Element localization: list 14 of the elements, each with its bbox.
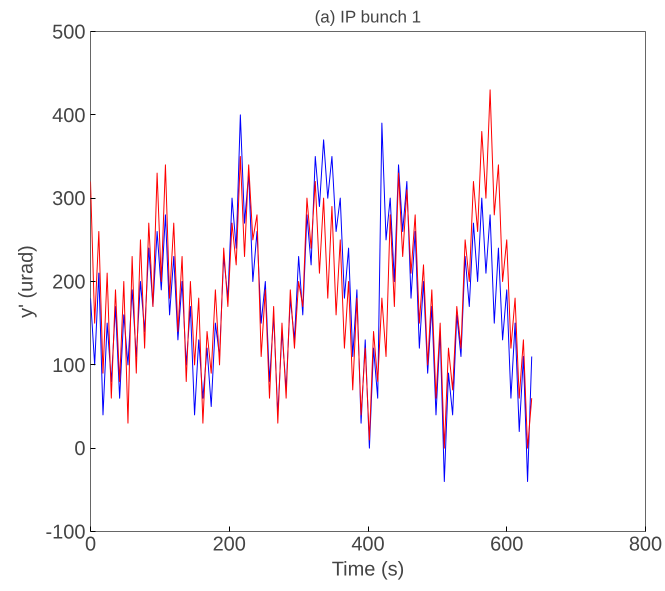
y-tick-label: 300	[52, 188, 86, 210]
x-tick-label: 600	[490, 534, 524, 556]
x-tick-label: 200	[212, 534, 246, 556]
y-axis-title: y' (urad)	[15, 245, 38, 318]
y-tick-label: 400	[52, 104, 86, 127]
y-tick-label: 500	[52, 22, 86, 44]
x-tick-label: 800	[628, 534, 662, 556]
x-axis-title: Time (s)	[332, 558, 404, 580]
y-tick-label: -100	[45, 522, 86, 544]
x-tick-label: 400	[351, 534, 385, 556]
y-tick-label: 100	[52, 354, 86, 377]
y-tick-label: 200	[52, 272, 86, 294]
y-tick-label: 0	[74, 438, 86, 460]
chart-title: (a) IP bunch 1	[314, 8, 422, 26]
